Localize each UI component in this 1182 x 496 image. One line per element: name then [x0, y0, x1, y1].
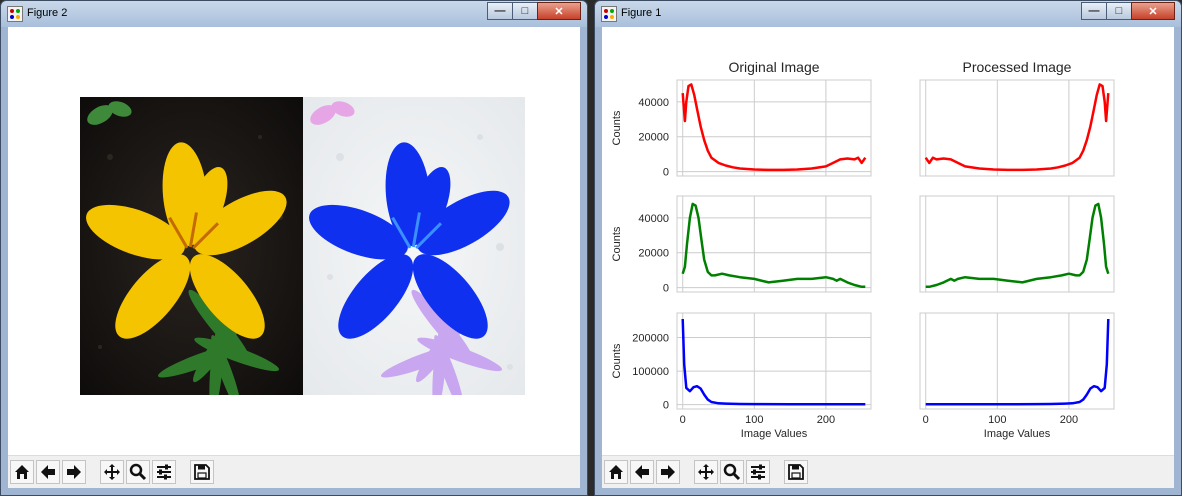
configure-subplots-button[interactable]	[746, 460, 770, 484]
axes-frame	[919, 312, 1115, 410]
close-button[interactable]: ✕	[1131, 2, 1175, 20]
y-axis-label: Counts	[611, 226, 623, 261]
x-axis-label: Image Values	[741, 428, 808, 440]
maximize-button[interactable]: □	[1106, 2, 1132, 20]
y-tick-label: 20000	[638, 132, 669, 144]
x-tick-label: 0	[680, 414, 686, 426]
y-tick-label: 40000	[638, 213, 669, 225]
x-tick-label: 100	[745, 414, 763, 426]
pan-icon	[104, 464, 120, 480]
figure-canvas[interactable]: 0 20000 40000 Original Image Counts Processed…	[602, 27, 1174, 458]
python-figure-icon	[601, 6, 617, 22]
subplot-4: 0 100000 200000 0 100 200 Counts Image Values	[611, 312, 872, 440]
close-button[interactable]: ✕	[537, 2, 581, 20]
zoom-icon	[723, 463, 741, 481]
forward-arrow-icon	[67, 465, 81, 479]
window-title: Figure 2	[27, 7, 68, 19]
back-button[interactable]	[630, 460, 654, 484]
forward-button[interactable]	[62, 460, 86, 484]
home-button[interactable]	[604, 460, 628, 484]
title-bar[interactable]: Figure 1 — □ ✕	[595, 1, 1181, 27]
y-tick-label: 200000	[632, 333, 669, 345]
figure-2-window: Figure 2 — □ ✕	[0, 0, 588, 496]
subplot-1: Processed Image	[919, 59, 1115, 177]
x-tick-label: 200	[1060, 414, 1078, 426]
subplot-0: 0 20000 40000 Original Image Counts	[611, 59, 872, 179]
subplot-2: 0 20000 40000 Counts	[611, 195, 872, 295]
configure-subplots-icon	[751, 464, 765, 480]
title-bar[interactable]: Figure 2 — □ ✕	[1, 1, 587, 27]
zoom-button[interactable]	[126, 460, 150, 484]
histogram-line	[681, 202, 866, 289]
subplot-3	[919, 195, 1115, 293]
figure-client-area	[8, 27, 580, 488]
figure-1-window: Figure 1 — □ ✕ 0 20000 40000 Original Image…	[594, 0, 1182, 496]
back-button[interactable]	[36, 460, 60, 484]
axes-frame	[919, 195, 1115, 293]
python-figure-icon	[7, 6, 23, 22]
x-tick-label: 0	[923, 414, 929, 426]
subplot-5: 0 100 200 Image Values	[919, 312, 1115, 440]
maximize-icon: □	[1115, 5, 1123, 17]
save-icon	[788, 464, 804, 480]
histogram-line	[681, 83, 867, 172]
save-icon	[194, 464, 210, 480]
minimize-icon: —	[1088, 5, 1100, 17]
zoom-button[interactable]	[720, 460, 744, 484]
maximize-icon: □	[521, 5, 529, 17]
maximize-button[interactable]: □	[512, 2, 538, 20]
navigation-toolbar	[602, 455, 1174, 488]
axes-frame	[676, 312, 872, 410]
histogram-line	[924, 83, 1110, 172]
back-arrow-icon	[41, 465, 55, 479]
minimize-button[interactable]: —	[487, 2, 513, 20]
minimize-button[interactable]: —	[1081, 2, 1107, 20]
pan-button[interactable]	[100, 460, 124, 484]
y-tick-label: 0	[663, 400, 669, 412]
zoom-icon	[129, 463, 147, 481]
pan-icon	[698, 464, 714, 480]
home-icon	[15, 465, 29, 479]
figure-canvas[interactable]	[8, 27, 580, 458]
subplot-title: Original Image	[728, 59, 819, 75]
y-axis-label: Counts	[611, 110, 623, 145]
forward-arrow-icon	[661, 465, 675, 479]
axes-frame	[676, 195, 872, 293]
home-icon	[609, 465, 623, 479]
histogram-line	[925, 318, 1110, 406]
x-tick-label: 200	[817, 414, 835, 426]
close-icon: ✕	[554, 5, 564, 18]
axes-frame	[676, 79, 872, 177]
y-axis-label: Counts	[611, 343, 623, 378]
axes-frame	[919, 79, 1115, 177]
save-button[interactable]	[784, 460, 808, 484]
save-button[interactable]	[190, 460, 214, 484]
y-tick-label: 0	[663, 283, 669, 295]
minimize-icon: —	[494, 5, 506, 17]
close-icon: ✕	[1148, 5, 1158, 18]
y-tick-label: 100000	[632, 366, 669, 378]
window-title: Figure 1	[621, 7, 662, 19]
forward-button[interactable]	[656, 460, 680, 484]
histogram-line	[681, 318, 866, 406]
y-tick-label: 40000	[638, 97, 669, 109]
configure-subplots-icon	[157, 464, 171, 480]
histogram-line	[925, 202, 1110, 289]
configure-subplots-button[interactable]	[152, 460, 176, 484]
flower-comparison-image	[80, 97, 525, 395]
y-tick-label: 20000	[638, 248, 669, 260]
figure-client-area: 0 20000 40000 Original Image Counts Processed…	[602, 27, 1174, 488]
pan-button[interactable]	[694, 460, 718, 484]
back-arrow-icon	[635, 465, 649, 479]
navigation-toolbar	[8, 455, 580, 488]
y-tick-label: 0	[663, 167, 669, 179]
x-tick-label: 100	[988, 414, 1006, 426]
subplot-title: Processed Image	[963, 59, 1072, 75]
home-button[interactable]	[10, 460, 34, 484]
x-axis-label: Image Values	[984, 428, 1051, 440]
